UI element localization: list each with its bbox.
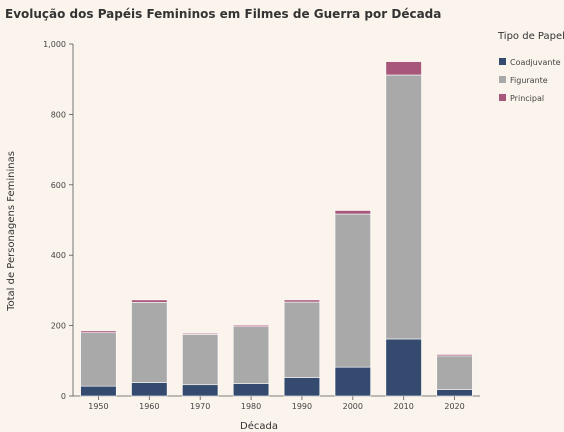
bar-coadjuvante-2000 [334,366,371,397]
bar-coadjuvante-1980 [232,383,270,397]
bar-coadjuvante-2020 [436,389,473,397]
y-tick-label: 1,000 [43,40,66,49]
axes: 0 200 400 600 800 1,000 1950 1960 1970 1980 1990 20… [43,40,480,411]
bar-principal-1990 [283,299,321,303]
bar-figurante-1960 [131,302,168,383]
chart-title: Evolução dos Papéis Femininos em Filmes … [5,7,442,21]
bar-figurante-1970 [182,334,219,386]
y-tick-label: 0 [61,392,66,401]
x-tick-label: 2010 [394,402,414,411]
legend-label-principal: Principal [510,94,544,103]
y-tick-label: 600 [51,181,66,190]
bar-coadjuvante-1970 [182,384,219,397]
bar-principal-2010 [385,61,422,76]
legend: Tipo de Papel Coadjuvante Figurante Princip… [497,31,564,103]
bar-figurante-2020 [436,355,473,390]
legend-label-figurante: Figurante [510,76,548,85]
x-tick-label: 1990 [292,402,312,411]
legend-swatch-principal [499,94,506,101]
x-tick-label: 2020 [444,402,464,411]
bar-principal-2020 [436,354,473,357]
bar-principal-1970 [182,333,219,335]
bar-coadjuvante-1950 [80,385,117,397]
bars [80,61,473,397]
y-tick-label: 400 [51,251,66,260]
x-tick-label: 1960 [139,402,159,411]
x-tick-label: 2000 [343,402,363,411]
x-tick-label: 1970 [190,402,210,411]
bar-principal-1960 [131,299,168,303]
legend-swatch-figurante [499,76,506,83]
bar-coadjuvante-1990 [283,377,321,397]
bar-coadjuvante-2010 [385,338,422,397]
bar-figurante-1980 [232,326,270,384]
bar-coadjuvante-1960 [131,382,168,397]
bar-principal-2000 [334,210,371,215]
y-axis-label: Total de Personagens Femininas [6,151,17,312]
y-tick-label: 200 [51,322,66,331]
bar-principal-1980 [232,324,270,327]
legend-label-coadjuvante: Coadjuvante [510,58,561,67]
legend-title: Tipo de Papel [497,31,564,42]
y-tick-label: 800 [51,110,66,119]
bar-figurante-2010 [385,74,422,340]
x-axis-label: Década [240,420,278,432]
bar-principal-1950 [80,330,117,333]
bar-figurante-1950 [80,332,117,387]
bar-figurante-1990 [283,301,321,378]
bar-figurante-2000 [334,213,371,368]
x-tick-label: 1980 [241,402,261,411]
legend-swatch-coadjuvante [499,58,506,65]
x-tick-label: 1950 [88,402,108,411]
